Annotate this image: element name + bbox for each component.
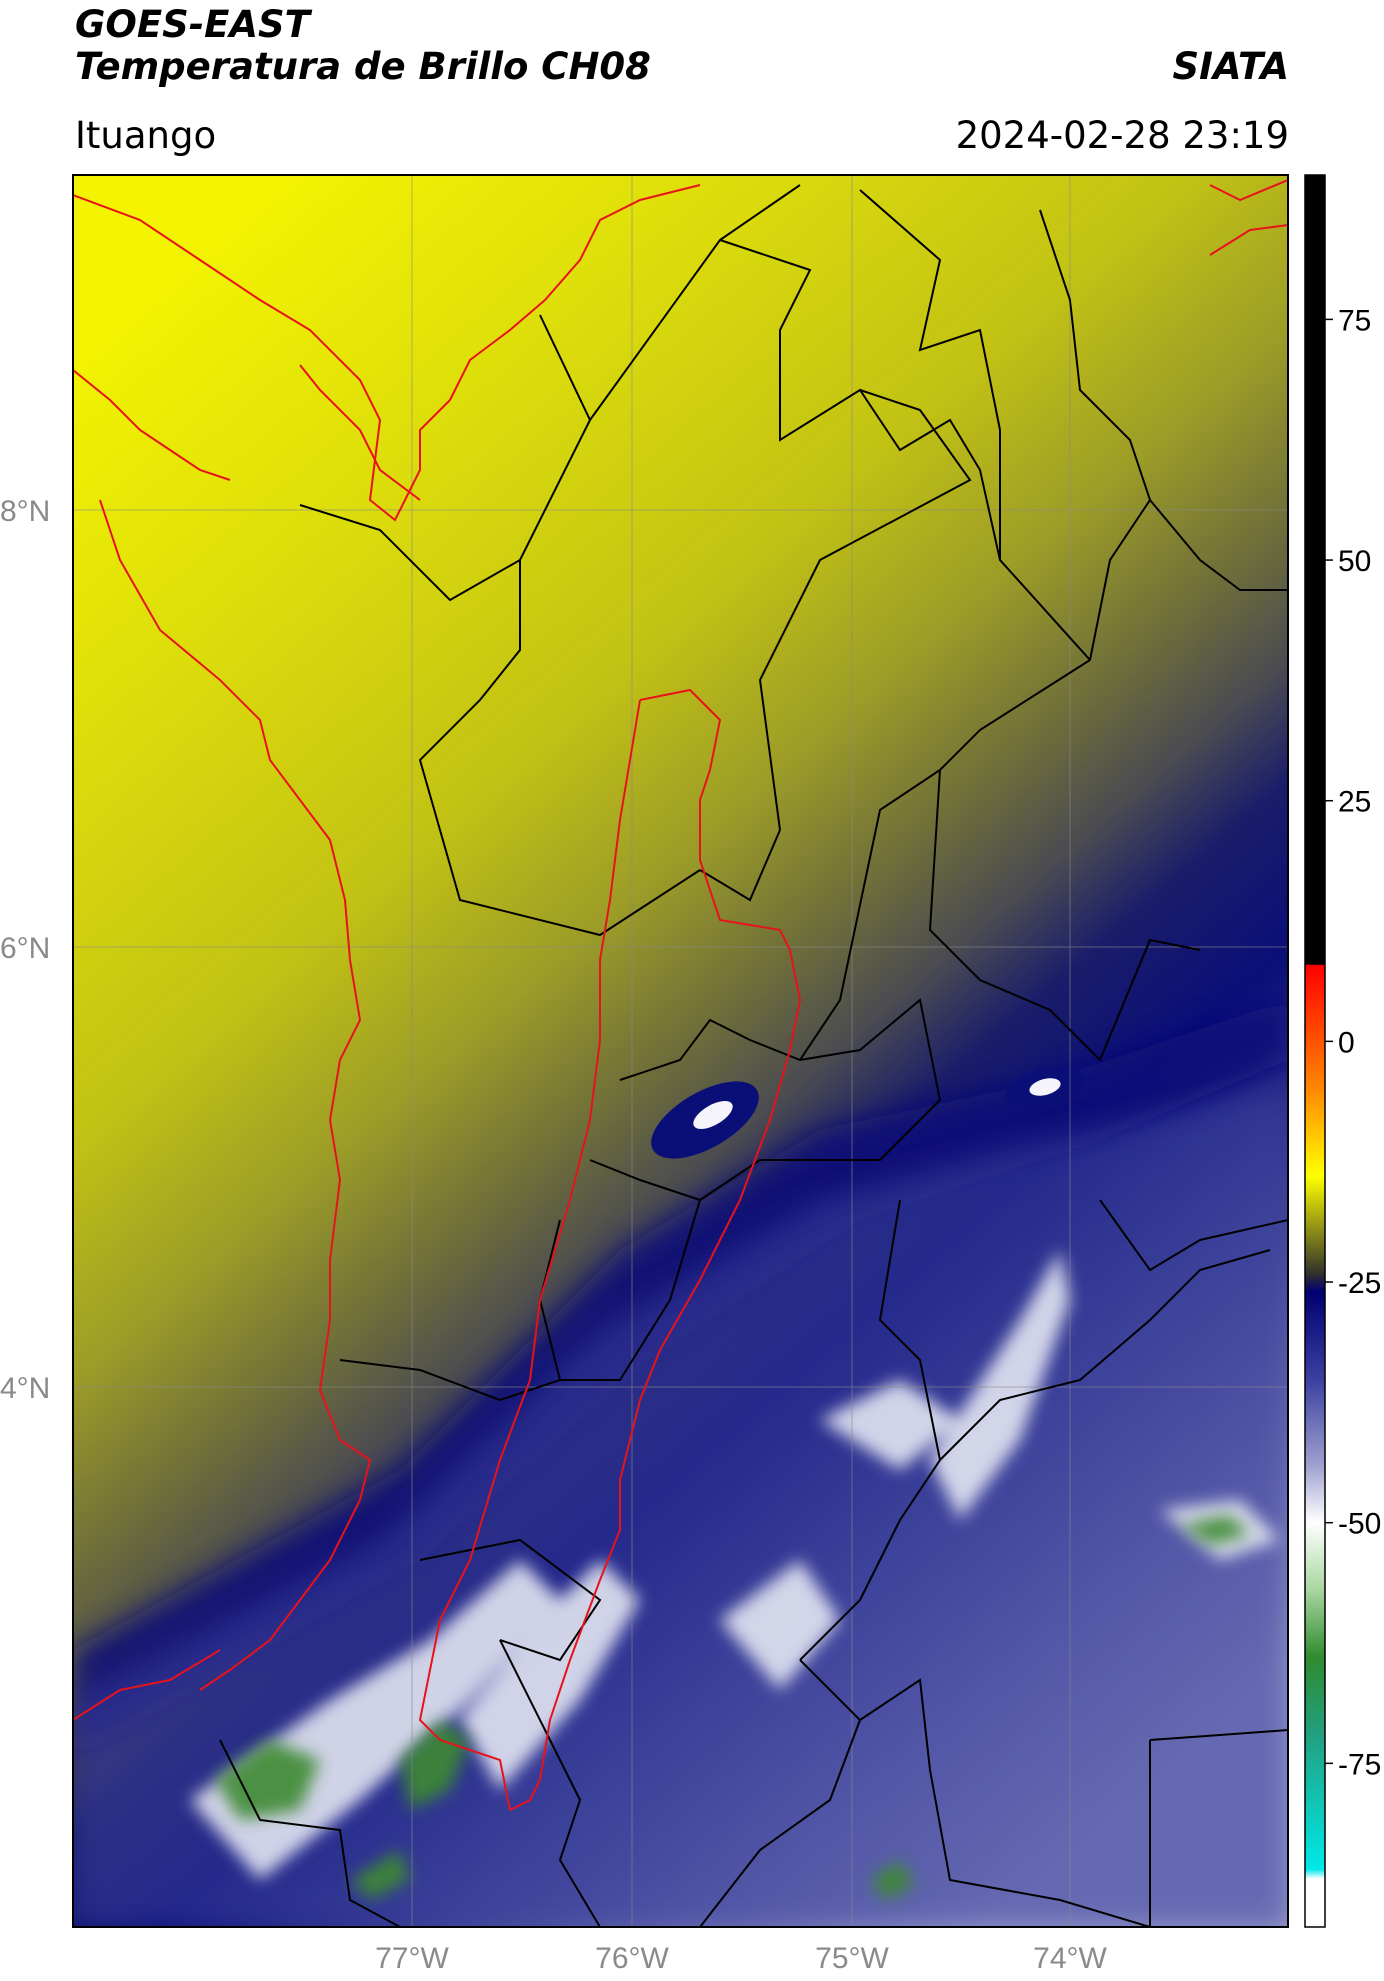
- lon-label-74w: 74°W: [1033, 1942, 1107, 1975]
- department-borders: [219, 184, 1288, 1927]
- colorbar-tick-label: 50: [1338, 545, 1371, 578]
- map-frame: [72, 174, 1289, 1928]
- colorbar-tick-label: 75: [1338, 304, 1371, 337]
- organization-label: SIATA: [1172, 45, 1289, 88]
- place-label: Ituango: [75, 114, 217, 157]
- colorbar-tick-label: 25: [1338, 786, 1371, 819]
- colorbar: [1304, 174, 1326, 1928]
- lat-labels: 8°N 6°N 4°N: [0, 495, 50, 1405]
- lat-label-4n: 4°N: [0, 1372, 50, 1405]
- colorbar-tick-label: 0: [1338, 1026, 1355, 1059]
- lat-label-6n: 6°N: [0, 932, 50, 965]
- title-satellite: GOES-EAST: [75, 3, 310, 46]
- lon-label-75w: 75°W: [815, 1942, 889, 1975]
- colorbar-ticks: 75 50 25 0 -25 -50 -75: [1325, 304, 1381, 1781]
- lon-label-76w: 76°W: [595, 1942, 669, 1975]
- lon-label-77w: 77°W: [375, 1942, 449, 1975]
- red-borders: [73, 179, 1288, 1811]
- datetime-label: 2024-02-28 23:19: [955, 114, 1289, 157]
- coldest-cloud-tops: [215, 1515, 1250, 1900]
- lon-labels: 77°W 76°W 75°W 74°W: [375, 1942, 1107, 1975]
- colorbar-tick-label: -50: [1338, 1508, 1381, 1541]
- lat-label-8n: 8°N: [0, 495, 50, 528]
- colorbar-tick-label: -75: [1338, 1748, 1381, 1781]
- colorbar-tick-label: -25: [1338, 1267, 1381, 1300]
- title-product: Temperatura de Brillo CH08: [75, 45, 651, 88]
